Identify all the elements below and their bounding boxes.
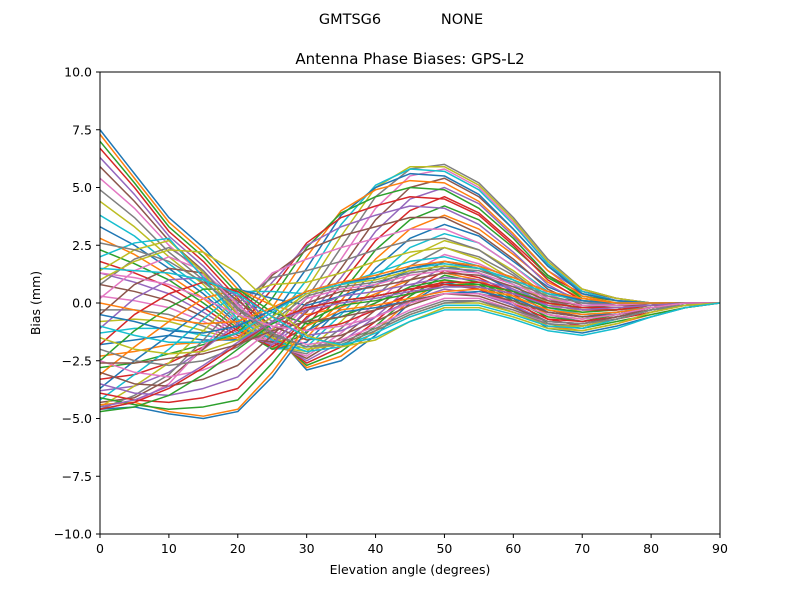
x-tick-label: 30 xyxy=(299,541,315,556)
y-axis-label: Bias (mm) xyxy=(28,271,43,335)
y-tick-label: −5.0 xyxy=(62,411,92,426)
y-tick-label: −2.5 xyxy=(62,353,92,368)
x-tick-label: 50 xyxy=(436,541,452,556)
y-tick-label: 5.0 xyxy=(72,180,92,195)
y-tick-label: 10.0 xyxy=(64,65,92,80)
y-tick-label: 7.5 xyxy=(72,122,92,137)
x-tick-label: 60 xyxy=(505,541,521,556)
x-tick-label: 90 xyxy=(712,541,728,556)
series-line-52 xyxy=(100,260,720,325)
x-tick-label: 10 xyxy=(161,541,177,556)
series-line-3 xyxy=(100,140,720,367)
x-axis: 0 10 20 30 40 50 60 70 80 90 xyxy=(96,534,728,556)
series-line-47 xyxy=(100,269,720,378)
x-tick-label: 20 xyxy=(230,541,246,556)
series-line-60 xyxy=(100,267,720,346)
y-tick-label: 2.5 xyxy=(72,238,92,253)
x-tick-label: 70 xyxy=(574,541,590,556)
y-axis: 10.0 7.5 5.0 2.5 0.0 −2.5 −5.0 −7.5 −10.0 xyxy=(54,65,100,542)
x-tick-label: 0 xyxy=(96,541,104,556)
y-tick-label: −7.5 xyxy=(62,469,92,484)
series-line-55 xyxy=(100,286,720,408)
x-tick-label: 80 xyxy=(643,541,659,556)
series-line-57 xyxy=(100,272,720,332)
series-line-42 xyxy=(100,288,720,417)
suptitle-left: GMTSG6 xyxy=(319,12,381,28)
suptitle-right: NONE xyxy=(441,12,483,28)
chart-title: Antenna Phase Biases: GPS-L2 xyxy=(295,50,524,68)
x-axis-label: Elevation angle (degrees) xyxy=(330,562,491,577)
y-tick-label: −10.0 xyxy=(54,527,92,542)
series-line-46 xyxy=(100,272,720,387)
x-tick-label: 40 xyxy=(368,541,384,556)
series-line-58 xyxy=(100,242,720,348)
series-group xyxy=(100,128,720,420)
y-tick-label: 0.0 xyxy=(72,296,92,311)
